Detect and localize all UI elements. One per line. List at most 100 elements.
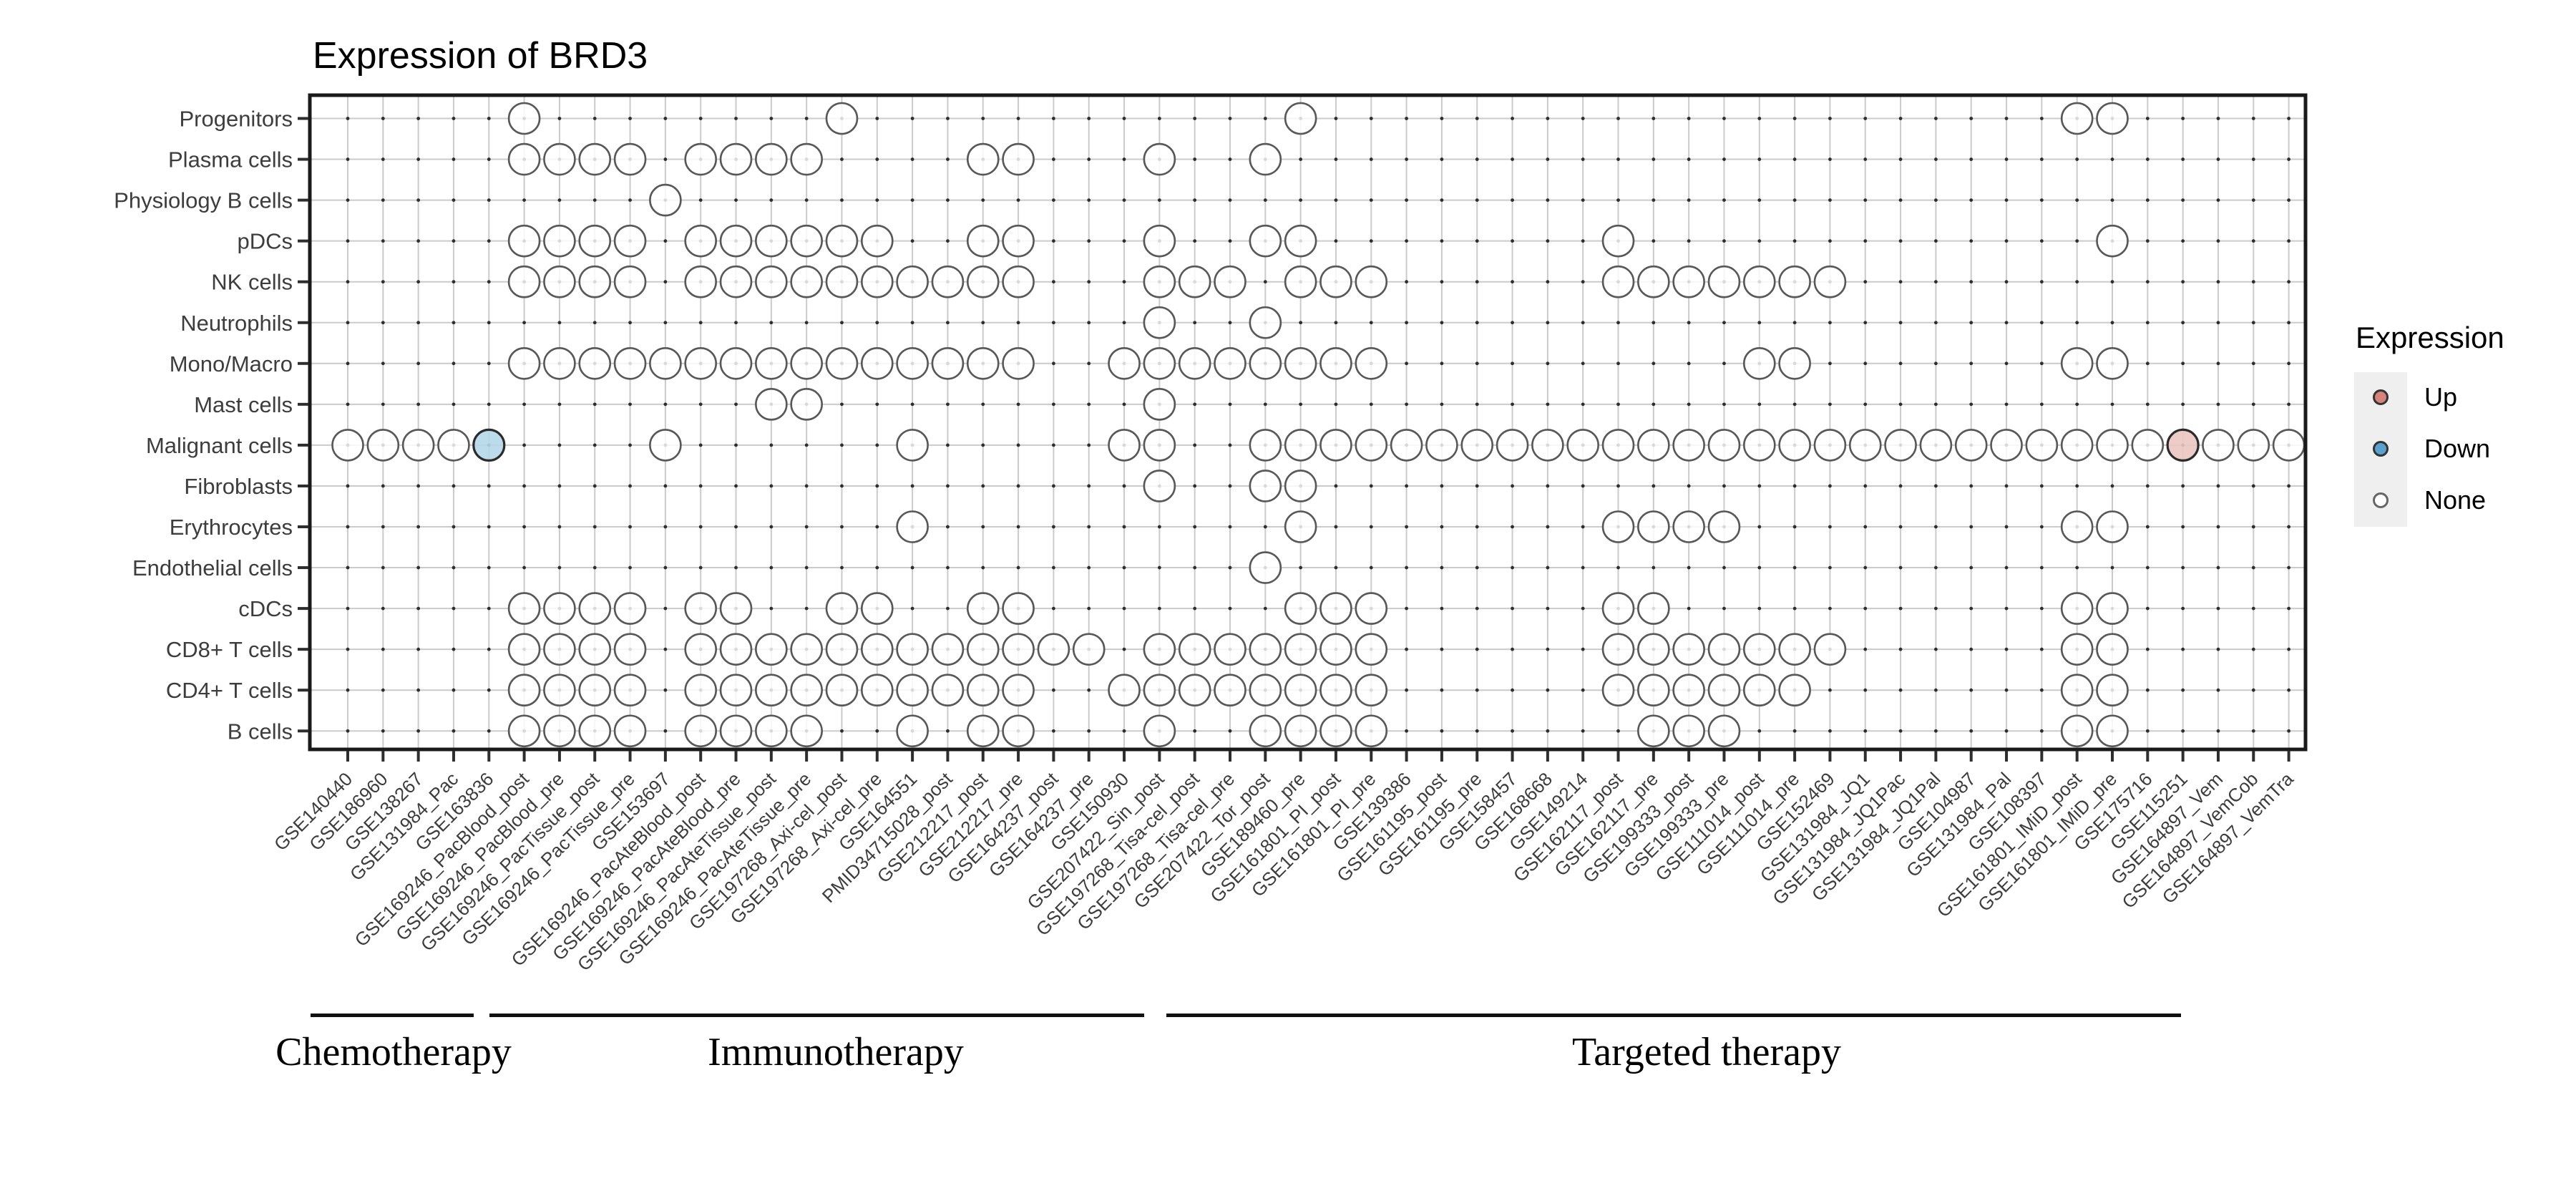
grid-dot: [2004, 157, 2009, 161]
grid-dot: [1511, 729, 1514, 733]
expression-dot: [1143, 633, 1176, 666]
grid-dot: [1193, 565, 1197, 570]
grid-dot: [1511, 198, 1514, 202]
grid-dot: [2110, 198, 2114, 202]
expression-dot: [790, 388, 823, 421]
grid-dot: [910, 402, 914, 407]
grid-dot: [2004, 647, 2009, 651]
grid-dot: [1122, 729, 1126, 733]
grid-dot: [804, 484, 809, 488]
grid-dot: [2216, 606, 2220, 611]
grid-dot: [1334, 484, 1338, 488]
grid-dot: [416, 484, 421, 488]
expression-dot: [1143, 142, 1176, 176]
grid-dot: [2075, 565, 2079, 570]
grid-dot: [1722, 157, 1726, 161]
grid-dot: [2251, 688, 2255, 692]
grid-dot: [2181, 198, 2185, 202]
grid-dot: [2216, 321, 2220, 325]
grid-dot: [592, 321, 597, 325]
grid-dot: [346, 647, 350, 651]
expression-dot: [2237, 429, 2270, 462]
grid-dot: [1616, 117, 1620, 120]
grid-dot: [487, 157, 491, 161]
grid-dot: [1934, 239, 1938, 243]
grid-dot: [1405, 239, 1408, 243]
grid-dot: [2251, 729, 2255, 733]
grid-dot: [2004, 321, 2009, 325]
grid-dot: [522, 321, 526, 325]
grid-dot: [1863, 321, 1868, 325]
grid-dot: [840, 484, 844, 488]
expression-dot: [1390, 429, 1423, 462]
grid-dot: [1052, 402, 1055, 407]
grid-dot: [452, 525, 456, 529]
grid-dot: [452, 361, 456, 366]
grid-dot: [875, 402, 879, 407]
expression-dot: [578, 346, 612, 380]
grid-dot: [1440, 361, 1444, 366]
grid-dot: [452, 239, 456, 243]
grid-dot: [1828, 198, 1832, 202]
grid-dot: [1263, 280, 1267, 284]
expression-dot: [2060, 633, 2094, 666]
grid-dot: [628, 321, 632, 325]
grid-dot: [1546, 321, 1550, 325]
expression-dot: [649, 183, 682, 217]
grid-dot: [1898, 157, 1903, 161]
grid-dot: [346, 321, 350, 325]
grid-dot: [1440, 117, 1444, 120]
grid-dot: [1581, 688, 1585, 692]
grid-dot: [2110, 280, 2114, 284]
grid-dot: [628, 402, 632, 407]
grid-dot: [416, 402, 421, 407]
expression-dot: [2096, 674, 2129, 707]
grid-dot: [1511, 565, 1514, 570]
grid-dot: [946, 157, 950, 161]
grid-dot: [1969, 729, 1974, 733]
grid-dot: [1405, 198, 1408, 202]
expression-dot: [684, 633, 718, 666]
grid-dot: [452, 565, 456, 570]
grid-dot: [1475, 647, 1479, 651]
grid-dot: [804, 525, 809, 529]
grid-dot: [2181, 647, 2185, 651]
grid-dot: [1440, 484, 1444, 488]
grid-dot: [840, 525, 844, 529]
expression-dot: [755, 388, 788, 421]
grid-dot: [734, 525, 738, 529]
y-axis-label: cDCs: [238, 596, 293, 621]
grid-dot: [557, 402, 562, 407]
grid-dot: [381, 688, 385, 692]
grid-dot: [1193, 157, 1197, 161]
grid-dot: [1087, 239, 1091, 243]
grid-dot: [1934, 484, 1938, 488]
grid-dot: [2075, 484, 2079, 488]
grid-dot: [452, 321, 456, 325]
expression-dot: [1954, 429, 1988, 462]
grid-dot: [2039, 402, 2044, 407]
grid-dot: [2251, 606, 2255, 611]
grid-dot: [875, 443, 879, 447]
grid-dot: [1369, 484, 1373, 488]
grid-dot: [2039, 729, 2044, 733]
grid-dot: [1863, 157, 1868, 161]
expression-dot: [1002, 224, 1035, 258]
grid-dot: [1122, 606, 1126, 611]
expression-dot: [1249, 714, 1282, 748]
expression-dot: [861, 346, 894, 380]
grid-dot: [1334, 198, 1338, 202]
expression-dot: [1637, 633, 1670, 666]
grid-dot: [1052, 239, 1055, 243]
grid-dot: [1052, 361, 1055, 366]
grid-dot: [1898, 606, 1903, 611]
expression-dot: [2060, 102, 2094, 135]
grid-dot: [1652, 321, 1656, 325]
grid-dot: [2216, 198, 2220, 202]
expression-dot: [1884, 429, 1917, 462]
expression-dot: [543, 346, 576, 380]
grid-dot: [452, 402, 456, 407]
expression-dot: [649, 429, 682, 462]
grid-dot: [1934, 525, 1938, 529]
